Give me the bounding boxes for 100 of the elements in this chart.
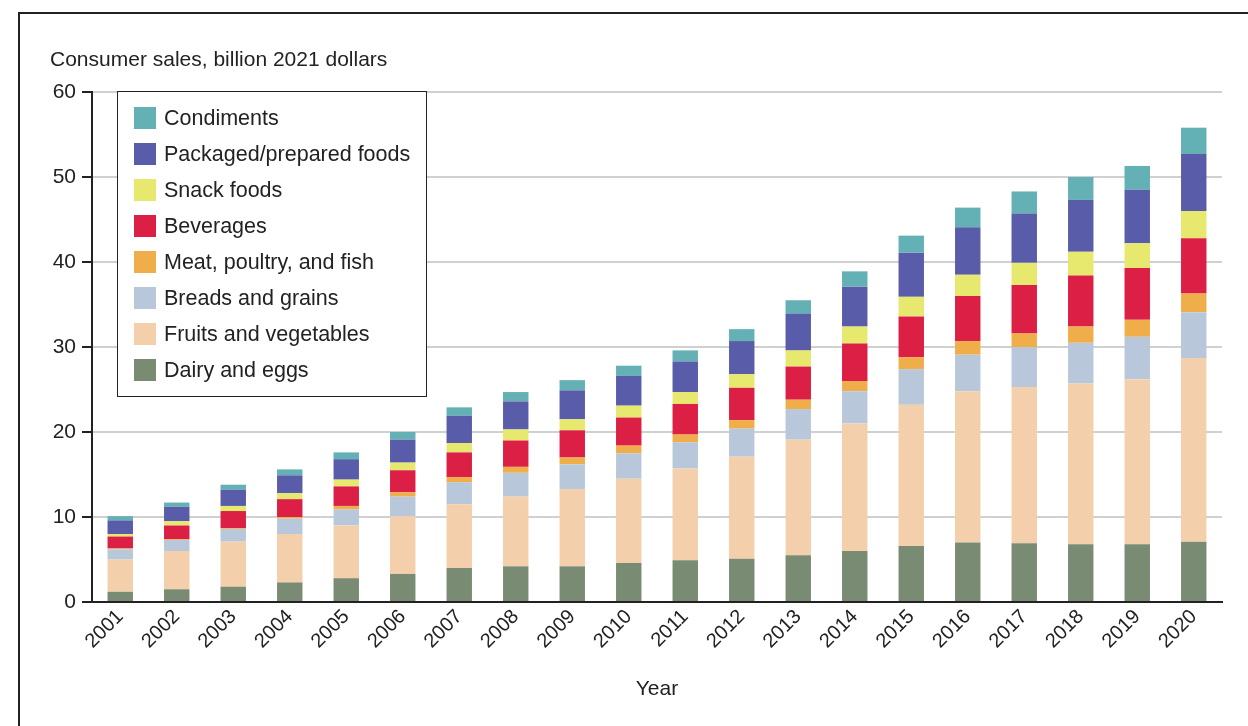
legend-label: Snack foods xyxy=(164,177,283,203)
legend-label: Breads and grains xyxy=(164,285,339,311)
bar xyxy=(616,445,642,454)
bar xyxy=(955,296,981,342)
bar xyxy=(164,521,190,526)
bar xyxy=(446,477,472,483)
bar xyxy=(503,496,529,567)
bar xyxy=(1124,189,1150,244)
bar xyxy=(220,489,246,506)
bar xyxy=(1068,275,1094,327)
bar xyxy=(1124,243,1150,268)
bar xyxy=(898,357,924,370)
bar xyxy=(503,429,529,441)
bar xyxy=(333,509,359,526)
bar xyxy=(842,286,868,327)
bar xyxy=(785,409,811,440)
bar xyxy=(390,470,416,493)
legend-label: Beverages xyxy=(164,213,267,239)
bar xyxy=(333,525,359,579)
legend-label: Meat, poultry, and fish xyxy=(164,249,374,275)
bar xyxy=(220,541,246,587)
bar xyxy=(785,399,811,410)
bar xyxy=(1124,319,1150,337)
y-tick-label: 30 xyxy=(52,333,76,357)
bar xyxy=(898,252,924,297)
bar xyxy=(785,350,811,367)
bar xyxy=(898,369,924,405)
bar xyxy=(390,496,416,517)
y-tick-label: 40 xyxy=(52,248,76,272)
bar xyxy=(1181,211,1207,239)
bar xyxy=(107,559,133,592)
bar xyxy=(107,534,133,537)
bar xyxy=(164,506,190,522)
bar xyxy=(220,505,246,512)
bar xyxy=(672,468,698,561)
bar xyxy=(164,589,190,601)
bar xyxy=(955,354,981,392)
bar xyxy=(503,401,529,430)
bar xyxy=(729,341,755,375)
bar xyxy=(503,472,529,497)
bar xyxy=(1011,543,1037,601)
bar xyxy=(842,326,868,344)
bar xyxy=(1068,177,1094,200)
bar xyxy=(729,456,755,559)
bar xyxy=(785,439,811,556)
bar xyxy=(446,452,472,478)
legend-label: Condiments xyxy=(164,105,279,131)
bar xyxy=(1011,262,1037,285)
bar xyxy=(390,439,416,463)
bar xyxy=(1011,213,1037,263)
bar xyxy=(1068,199,1094,252)
bar xyxy=(277,582,303,601)
bar xyxy=(333,459,359,480)
y-tick-label: 60 xyxy=(52,78,76,102)
bar xyxy=(333,578,359,601)
bar xyxy=(1011,191,1037,214)
bar xyxy=(277,493,303,500)
bar xyxy=(1124,336,1150,380)
bar xyxy=(616,375,642,406)
bar xyxy=(1181,154,1207,211)
bar xyxy=(277,475,303,494)
bar xyxy=(220,484,246,490)
bar xyxy=(107,549,133,560)
y-tick-label: 10 xyxy=(52,503,76,527)
y-tick-label: 50 xyxy=(52,163,76,187)
bar xyxy=(672,403,698,435)
bar xyxy=(164,525,190,540)
bar xyxy=(1181,293,1207,313)
bar xyxy=(616,453,642,479)
legend-label: Dairy and eggs xyxy=(164,357,309,383)
bar xyxy=(616,405,642,418)
bar xyxy=(107,591,133,601)
bar xyxy=(559,430,585,458)
bar xyxy=(898,296,924,317)
bar xyxy=(842,423,868,551)
bar xyxy=(785,366,811,400)
bar xyxy=(446,415,472,444)
bar xyxy=(503,392,529,402)
bar xyxy=(1011,284,1037,334)
bar xyxy=(559,464,585,489)
bar xyxy=(785,300,811,314)
y-axis-title: Consumer sales, billion 2021 dollars xyxy=(50,47,388,71)
bar xyxy=(107,536,133,549)
bar xyxy=(955,274,981,296)
bar xyxy=(559,566,585,601)
legend-label: Fruits and vegetables xyxy=(164,321,370,347)
bar xyxy=(672,361,698,393)
bar xyxy=(107,520,133,534)
bar xyxy=(1181,127,1207,155)
bar xyxy=(1124,165,1150,190)
bar xyxy=(898,545,924,601)
bar xyxy=(1068,326,1094,343)
bar xyxy=(1068,544,1094,601)
bar xyxy=(672,560,698,601)
bar xyxy=(333,486,359,506)
bar xyxy=(559,380,585,391)
bar xyxy=(220,586,246,601)
bar xyxy=(955,391,981,543)
bar xyxy=(164,502,190,507)
bar xyxy=(390,516,416,574)
